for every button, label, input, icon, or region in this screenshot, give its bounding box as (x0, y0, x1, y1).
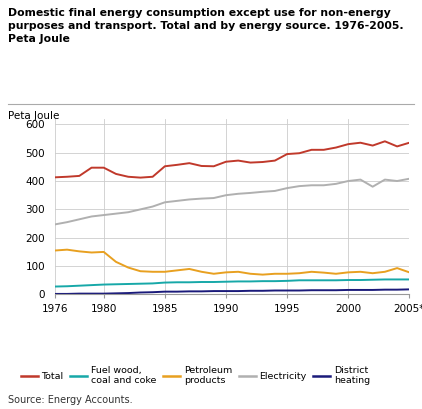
Legend: Total, Fuel wood,
coal and coke, Petroleum
products, Electricity, District
heati: Total, Fuel wood, coal and coke, Petrole… (21, 366, 370, 385)
Text: Domestic final energy consumption except use for non-energy
purposes and transpo: Domestic final energy consumption except… (8, 8, 404, 44)
Text: Source: Energy Accounts.: Source: Energy Accounts. (8, 395, 133, 405)
Text: Peta Joule: Peta Joule (8, 111, 60, 121)
